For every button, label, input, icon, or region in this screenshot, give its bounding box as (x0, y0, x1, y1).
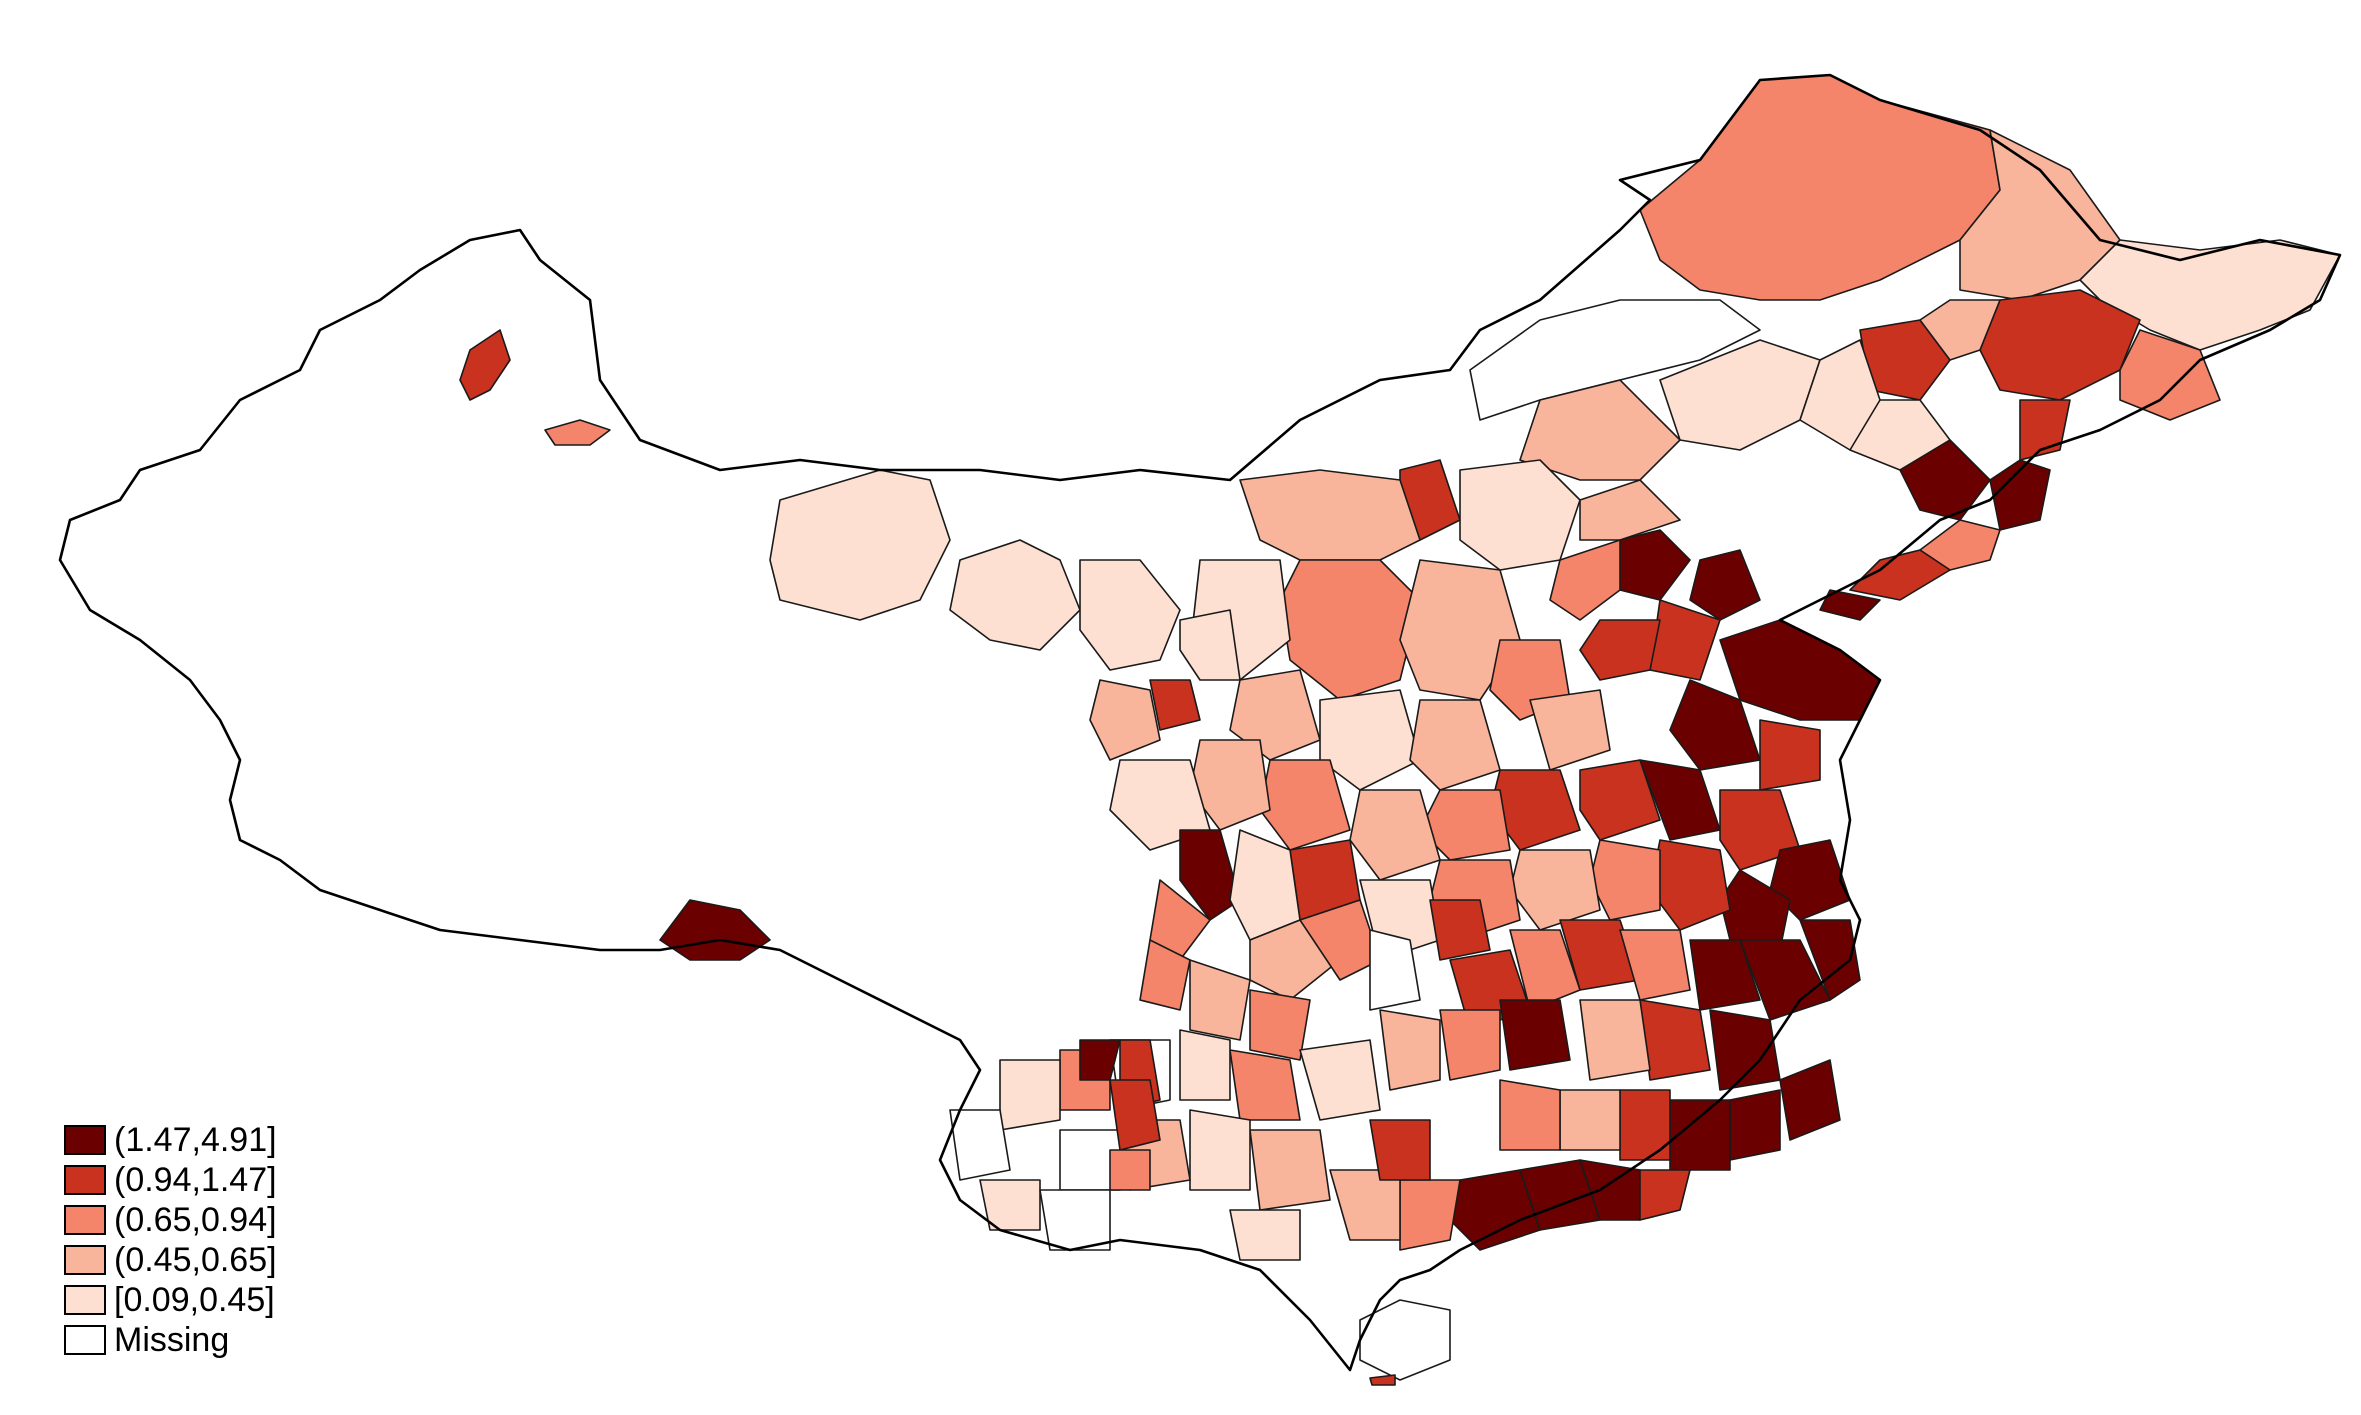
map-region (1579, 619, 1661, 681)
map-region (1799, 339, 1881, 451)
legend-label: (1.47,4.91] (114, 1121, 277, 1159)
map-region (1249, 1129, 1331, 1211)
map-region (1619, 929, 1691, 1001)
map-region (1639, 1169, 1691, 1221)
legend-swatch (64, 1285, 106, 1315)
map-region (1109, 1149, 1151, 1191)
map-region (1549, 539, 1621, 621)
map-region (1039, 1189, 1111, 1251)
map-region (1249, 989, 1311, 1061)
map-region (1559, 1089, 1621, 1151)
map-region (1079, 559, 1181, 671)
legend-item-class-5: [0.09,0.45] (64, 1280, 364, 1320)
map-region (1469, 299, 1761, 421)
legend-item-class-3: (0.65,0.94] (64, 1200, 364, 1240)
map-region (1729, 1089, 1781, 1161)
map-region (1229, 669, 1321, 761)
map-region (1689, 939, 1761, 1011)
map-region (1179, 609, 1241, 681)
legend-item-class-1: (1.47,4.91] (64, 1120, 364, 1160)
map-region (1529, 689, 1611, 771)
map-region (979, 1179, 1041, 1231)
map-region (1179, 829, 1241, 921)
map-region (1919, 299, 2001, 361)
map-region (1779, 1059, 1841, 1141)
map-region (1319, 689, 1421, 791)
map-region (1189, 1109, 1251, 1191)
legend-label: (0.94,1.47] (114, 1161, 277, 1199)
map-region (1689, 549, 1761, 621)
map-region (999, 1059, 1061, 1131)
map-region (1229, 1049, 1301, 1121)
map-region (1349, 789, 1441, 881)
map-region (1669, 679, 1761, 771)
map-region (459, 329, 511, 401)
map-region (1579, 759, 1661, 841)
map-region (1239, 469, 1421, 561)
map-region (949, 1109, 1011, 1181)
map-region (1109, 1079, 1161, 1151)
regions-layer (59, 74, 2341, 1386)
map-region (1579, 479, 1681, 541)
map-region (1979, 289, 2141, 401)
map-region (544, 419, 611, 446)
map-region (1189, 959, 1251, 1041)
legend-swatch (64, 1205, 106, 1235)
legend-swatch (64, 1245, 106, 1275)
map-region (1329, 1169, 1401, 1241)
map-region (949, 539, 1081, 651)
map-region (1849, 549, 1951, 601)
legend-item-class-4: (0.45,0.65] (64, 1240, 364, 1280)
map-region (1409, 699, 1501, 791)
map-region (1369, 1374, 1396, 1386)
map-region (1899, 439, 1991, 521)
country-outline (58, 73, 2342, 1372)
map-region (1759, 719, 1821, 791)
map-region (2119, 329, 2221, 421)
legend-label: [0.09,0.45] (114, 1281, 275, 1319)
legend-item-class-2: (0.94,1.47] (64, 1160, 364, 1200)
map-region (1819, 589, 1881, 621)
map-region (1919, 519, 2001, 571)
map-region (1709, 1009, 1781, 1091)
map-region (1499, 1079, 1561, 1151)
legend-swatch (64, 1325, 106, 1355)
legend-swatch (64, 1165, 106, 1195)
outline-layer (58, 73, 2342, 1372)
legend-label: (0.65,0.94] (114, 1201, 277, 1239)
map-legend: (1.47,4.91] (0.94,1.47] (0.65,0.94] (0.4… (64, 1120, 364, 1360)
legend-label: (0.45,0.65] (114, 1241, 277, 1279)
map-region (1499, 999, 1571, 1071)
legend-item-missing: Missing (64, 1320, 364, 1360)
map-region (1369, 1119, 1431, 1181)
map-region (1799, 919, 1861, 1001)
map-region (1579, 999, 1651, 1081)
map-region (1299, 1039, 1381, 1121)
legend-label: Missing (114, 1321, 230, 1359)
map-region (1379, 1009, 1441, 1091)
map-region (1139, 939, 1191, 1011)
map-region (1989, 459, 2051, 531)
map-region (1149, 679, 1201, 731)
map-region (1439, 1009, 1501, 1081)
map-region (1179, 1029, 1231, 1101)
map-region (1359, 1299, 1451, 1381)
map-region (1429, 899, 1491, 961)
map-region (2079, 239, 2341, 351)
legend-swatch (64, 1125, 106, 1155)
map-region (769, 469, 951, 621)
map-region (1089, 679, 1161, 761)
map-region (2019, 399, 2071, 461)
map-region (1229, 1209, 1301, 1261)
map-region (1369, 929, 1421, 1011)
